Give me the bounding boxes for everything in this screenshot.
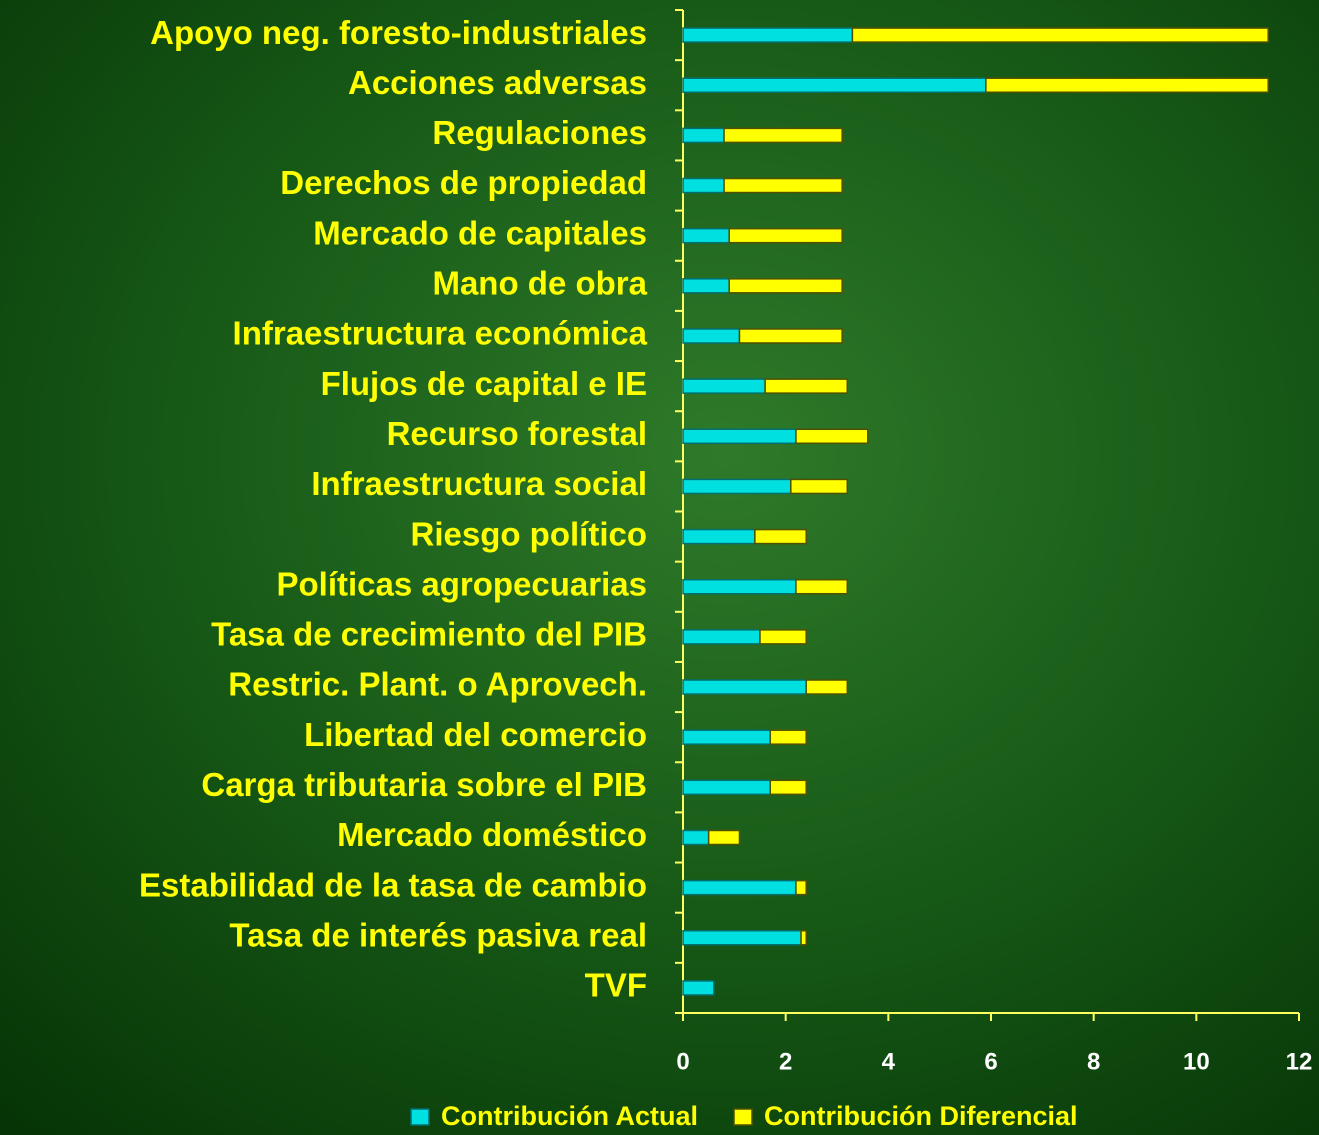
bar-segment <box>683 128 724 142</box>
x-tick-label: 0 <box>676 1048 689 1075</box>
bar-segment <box>683 28 852 42</box>
y-tick-label: Regulaciones <box>432 114 647 151</box>
bar-segment <box>760 630 806 644</box>
legend-swatch <box>411 1109 429 1125</box>
bar-segment <box>739 329 842 343</box>
bar-segment <box>806 680 847 694</box>
y-tick-label: Tasa de interés pasiva real <box>229 916 647 953</box>
y-tick-label: Infraestructura social <box>311 465 647 502</box>
bar-segment <box>683 530 755 544</box>
x-tick-label: 10 <box>1183 1048 1210 1075</box>
bar-segment <box>683 429 796 443</box>
bar-segment <box>683 479 791 493</box>
x-tick-label: 2 <box>779 1048 792 1075</box>
bar-segment <box>796 881 806 895</box>
bar-segment <box>683 179 724 193</box>
bar-segment <box>683 680 806 694</box>
y-tick-label: Infraestructura económica <box>233 315 648 352</box>
y-tick-label: Riesgo político <box>410 515 647 552</box>
bar-segment <box>986 78 1268 92</box>
y-tick-label: Mercado doméstico <box>337 816 647 853</box>
bar-segment <box>796 429 868 443</box>
bar-segment <box>796 580 847 594</box>
bar-segment <box>765 379 847 393</box>
bar-segment <box>683 881 796 895</box>
legend-label: Contribución Actual <box>441 1101 698 1131</box>
x-tick-label: 8 <box>1087 1048 1100 1075</box>
y-tick-label: Acciones adversas <box>348 64 647 101</box>
bar-segment <box>770 780 806 794</box>
bar-segment <box>683 730 770 744</box>
bar-segment <box>683 630 760 644</box>
bar-segment <box>683 830 709 844</box>
bar-segment <box>683 931 801 945</box>
y-tick-label: Flujos de capital e IE <box>321 365 647 402</box>
y-tick-label: Recurso forestal <box>387 415 647 452</box>
y-tick-label: Mano de obra <box>432 265 647 302</box>
y-tick-label: Restric. Plant. o Aprovech. <box>228 666 647 703</box>
y-tick-label: Carga tributaria sobre el PIB <box>201 766 647 803</box>
bar-segment <box>683 580 796 594</box>
bar-segment <box>770 730 806 744</box>
y-tick-label: Estabilidad de la tasa de cambio <box>139 866 647 903</box>
bar-segment <box>755 530 806 544</box>
bar-segment <box>683 78 986 92</box>
y-tick-label: Mercado de capitales <box>313 214 647 251</box>
y-tick-label: Apoyo neg. foresto-industriales <box>150 14 647 51</box>
y-tick-label: Políticas agropecuarias <box>277 565 648 602</box>
bar-segment <box>791 479 847 493</box>
bar-segment <box>683 329 739 343</box>
bar-segment <box>724 128 842 142</box>
x-tick-label: 4 <box>882 1048 896 1075</box>
bar-segment <box>729 229 842 243</box>
y-tick-label: Libertad del comercio <box>304 716 647 753</box>
background <box>0 0 1319 1135</box>
bar-segment <box>683 229 729 243</box>
chart: 0 2 4 6 8 10 12 Apoyo neg. foresto-industriales… <box>0 0 1319 1135</box>
legend-label: Contribución Diferencial <box>764 1101 1078 1131</box>
bar-segment <box>729 279 842 293</box>
bar-segment <box>683 279 729 293</box>
bar-segment <box>683 981 714 995</box>
y-tick-label: Tasa de crecimiento del PIB <box>211 616 647 653</box>
bar-segment <box>852 28 1268 42</box>
legend-swatch <box>734 1109 752 1125</box>
x-tick-label: 6 <box>984 1048 997 1075</box>
y-tick-label: TVF <box>585 967 647 1004</box>
bar-segment <box>683 780 770 794</box>
x-tick-label: 12 <box>1286 1048 1313 1075</box>
bar-segment <box>683 379 765 393</box>
bar-segment <box>724 179 842 193</box>
bar-segment <box>709 830 740 844</box>
y-tick-label: Derechos de propiedad <box>280 164 647 201</box>
bar-segment <box>801 931 806 945</box>
